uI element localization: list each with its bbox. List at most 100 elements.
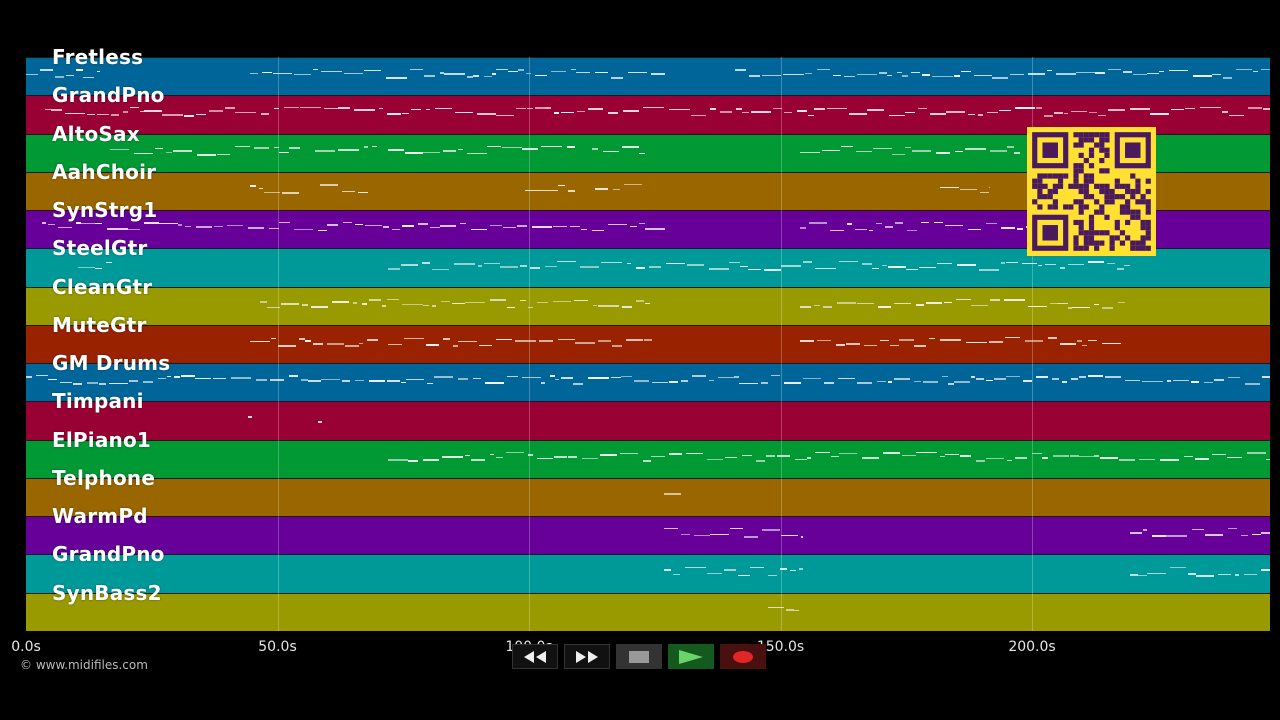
note-mark <box>960 189 977 191</box>
grid-line <box>529 57 530 631</box>
note-mark <box>26 376 32 379</box>
note-mark <box>558 339 575 341</box>
note-mark <box>401 263 418 266</box>
note-mark <box>423 151 440 153</box>
track-lane[interactable] <box>26 554 1270 593</box>
note-mark <box>1236 69 1252 71</box>
note-mark <box>905 112 915 114</box>
note-mark <box>197 153 216 156</box>
note-mark <box>992 77 1008 80</box>
note-mark <box>1107 262 1115 264</box>
note-mark <box>107 228 128 231</box>
track-lane[interactable] <box>26 592 1270 631</box>
note-mark <box>294 74 311 76</box>
track-label: MuteGtr <box>52 312 147 337</box>
note-mark <box>503 227 516 229</box>
note-mark <box>528 453 533 456</box>
note-mark <box>729 261 740 263</box>
note-mark <box>1079 376 1086 379</box>
note-mark <box>822 149 840 151</box>
note-mark <box>471 229 487 231</box>
time-tick-label: 50.0s <box>258 639 297 655</box>
note-mark <box>761 382 768 385</box>
note-mark <box>364 145 368 148</box>
note-mark <box>1142 381 1163 383</box>
note-mark <box>532 226 552 229</box>
note-mark <box>143 381 153 384</box>
note-mark <box>248 415 252 418</box>
note-mark <box>673 573 680 575</box>
copyright-text: © www.midifiles.com <box>20 658 148 672</box>
note-mark <box>814 108 825 111</box>
note-mark <box>557 260 576 262</box>
track-lane[interactable] <box>26 439 1270 478</box>
track-lane[interactable] <box>26 401 1270 440</box>
note-mark <box>768 606 784 608</box>
note-mark <box>857 74 877 76</box>
note-mark <box>130 107 139 109</box>
record-button[interactable] <box>720 644 766 669</box>
note-mark <box>460 223 466 225</box>
note-mark <box>922 74 930 77</box>
note-mark <box>815 267 836 269</box>
note-mark <box>885 226 893 229</box>
note-mark <box>454 262 475 265</box>
note-mark <box>81 223 95 225</box>
note-mark <box>506 451 524 453</box>
note-mark <box>918 108 927 110</box>
note-mark <box>123 111 128 114</box>
note-mark <box>794 609 799 611</box>
note-mark <box>55 76 64 79</box>
note-mark <box>444 73 465 76</box>
note-mark <box>440 72 444 75</box>
note-mark <box>300 107 321 109</box>
note-mark <box>815 451 830 453</box>
note-mark <box>1147 73 1159 75</box>
note-mark <box>1076 72 1095 74</box>
note-mark <box>40 69 53 72</box>
note-mark <box>517 225 527 228</box>
note-mark <box>1017 228 1023 231</box>
track-lane[interactable] <box>26 516 1270 555</box>
note-mark <box>217 153 230 155</box>
note-mark <box>742 454 752 456</box>
note-mark <box>1195 457 1209 460</box>
stop-button[interactable] <box>616 644 662 669</box>
note-mark <box>639 152 645 154</box>
note-mark <box>402 225 414 228</box>
note-mark <box>537 457 553 459</box>
note-mark <box>1001 227 1015 230</box>
note-mark <box>473 75 479 78</box>
note-mark <box>809 222 827 225</box>
note-mark <box>669 109 690 111</box>
note-mark <box>528 306 533 308</box>
note-mark <box>773 108 782 110</box>
note-mark <box>902 75 908 78</box>
note-mark <box>864 345 877 347</box>
note-mark <box>1196 574 1214 577</box>
fast-forward-button[interactable] <box>564 644 610 669</box>
note-mark <box>581 229 587 231</box>
note-mark <box>434 376 453 379</box>
note-mark <box>831 455 839 457</box>
note-mark <box>1028 305 1047 307</box>
note-mark <box>294 229 313 231</box>
note-mark <box>1088 260 1104 263</box>
note-mark <box>110 148 129 150</box>
note-mark <box>332 300 349 303</box>
track-lane[interactable] <box>26 324 1270 364</box>
note-mark <box>372 145 377 147</box>
track-lane[interactable] <box>26 477 1270 517</box>
track-lane[interactable] <box>26 286 1270 325</box>
rewind-button[interactable] <box>512 644 558 669</box>
note-mark <box>764 268 781 271</box>
note-mark <box>730 528 743 530</box>
play-button[interactable] <box>668 644 714 669</box>
note-mark <box>800 151 820 153</box>
note-mark <box>1214 379 1224 382</box>
note-mark <box>878 305 891 308</box>
note-mark <box>575 342 595 345</box>
grid-line <box>277 57 279 631</box>
note-mark <box>666 262 685 264</box>
track-lane[interactable] <box>26 57 1270 96</box>
